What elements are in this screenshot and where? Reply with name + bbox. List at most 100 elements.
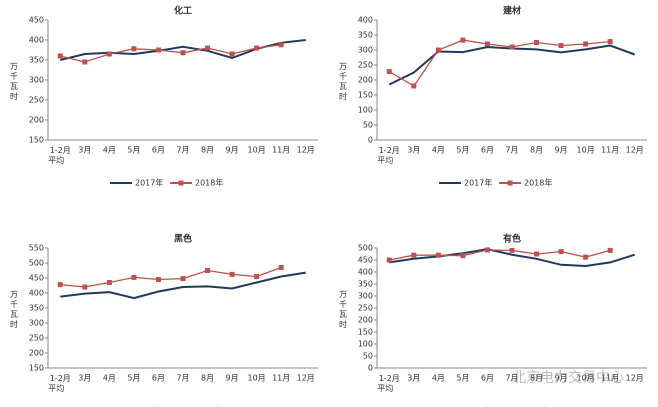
y-tick-label: 300 [29, 319, 44, 328]
series-line [389, 248, 636, 268]
marker [460, 253, 466, 259]
y-tick-label: 100 [358, 106, 373, 115]
x-tick-label: 8月 [530, 374, 543, 383]
y-axis-label: 万千瓦时 [339, 290, 348, 330]
x-tick-label: 7月 [505, 146, 518, 155]
x-tick-label: 4月 [432, 146, 445, 155]
x-tick-label: 11月 [272, 374, 290, 383]
x-tick-label: 10月 [248, 146, 266, 155]
marker [583, 254, 589, 260]
y-tick-label: 450 [29, 16, 44, 25]
y-tick-label: 350 [29, 56, 44, 65]
y-tick-label: 300 [358, 292, 373, 301]
x-tick-label: 8月 [530, 146, 543, 155]
y-tick-label: 250 [358, 304, 373, 313]
y-tick-label: 100 [358, 340, 373, 349]
marker [254, 274, 260, 279]
chart-title: 有色 [503, 233, 521, 245]
chart-title: 黑色 [174, 233, 192, 245]
x-tick-label: 1-2月平均 [48, 374, 71, 393]
marker [180, 276, 186, 282]
x-tick-line: 1-2月 [50, 374, 71, 383]
legend-marker [507, 180, 513, 186]
x-tick-line: 平均 [48, 155, 64, 165]
x-tick-line: 平均 [48, 383, 64, 393]
x-tick-line: 平均 [377, 155, 393, 165]
x-tick-label: 11月 [601, 146, 619, 155]
marker [278, 42, 284, 48]
x-tick-label: 8月 [201, 146, 214, 155]
marker [607, 39, 613, 45]
y-tick-label: 50 [363, 352, 373, 361]
x-tick-label: 10月 [577, 374, 595, 383]
x-tick-line: 1-2月 [379, 374, 400, 383]
marker [205, 45, 211, 51]
y-tick-label: 350 [358, 280, 373, 289]
series-line [60, 44, 282, 63]
x-tick-label: 12月 [297, 374, 315, 383]
x-tick-label: 11月 [601, 374, 619, 383]
x-tick-label: 1-2月平均 [377, 374, 400, 393]
marker [205, 268, 211, 273]
legend-label: 2018年 [195, 406, 223, 407]
marker [435, 47, 441, 53]
x-tick-label: 7月 [176, 374, 189, 383]
x-tick-label: 9月 [555, 146, 568, 155]
x-tick-label: 1-2月平均 [48, 146, 71, 165]
marker [57, 53, 63, 59]
marker [534, 251, 540, 257]
series-line [60, 39, 306, 61]
x-tick-label: 5月 [127, 374, 140, 383]
x-tick-label: 1-2月平均 [377, 146, 400, 165]
x-tick-label: 5月 [456, 146, 469, 155]
marker [155, 47, 161, 53]
marker [558, 43, 564, 48]
marker [509, 247, 515, 253]
watermark: 北京电力交易中心 [512, 369, 624, 386]
marker [607, 247, 613, 253]
legend-label: 2017年 [135, 178, 163, 188]
x-tick-label: 6月 [152, 146, 165, 155]
legend-marker [178, 180, 184, 186]
marker [386, 257, 392, 263]
y-tick-label: 200 [358, 76, 373, 85]
y-tick-label: 50 [363, 121, 373, 130]
legend-label: 2017年 [464, 178, 492, 188]
marker [155, 277, 161, 282]
y-tick-label: 0 [368, 136, 373, 145]
marker [484, 41, 490, 47]
x-tick-label: 12月 [626, 146, 644, 155]
marker [558, 249, 564, 255]
y-tick-label: 150 [358, 91, 373, 100]
x-tick-label: 12月 [626, 374, 644, 383]
y-tick-label: 250 [29, 96, 44, 105]
y-tick-label: 450 [358, 256, 373, 265]
y-axis-label: 万千瓦时 [10, 62, 19, 102]
y-tick-label: 400 [29, 289, 44, 298]
x-tick-label: 3月 [407, 146, 420, 155]
marker [534, 40, 540, 45]
series-line [388, 39, 611, 87]
x-tick-label: 12月 [297, 146, 315, 155]
x-tick-label: 5月 [127, 146, 140, 155]
chart-title: 建材 [503, 5, 521, 17]
marker [82, 59, 88, 65]
x-tick-label: 6月 [481, 146, 494, 155]
x-tick-label: 3月 [78, 146, 91, 155]
marker [460, 37, 466, 43]
y-tick-label: 0 [368, 364, 373, 373]
y-tick-label: 200 [29, 116, 44, 125]
marker [278, 265, 284, 270]
x-tick-label: 4月 [103, 146, 116, 155]
y-tick-label: 250 [29, 334, 44, 343]
marker [386, 69, 392, 75]
x-tick-label: 10月 [248, 374, 266, 383]
x-tick-label: 9月 [555, 374, 568, 383]
marker [229, 271, 235, 277]
x-tick-label: 6月 [481, 374, 494, 383]
x-tick-label: 3月 [407, 374, 420, 383]
y-tick-label: 350 [29, 304, 44, 313]
marker [254, 45, 260, 51]
